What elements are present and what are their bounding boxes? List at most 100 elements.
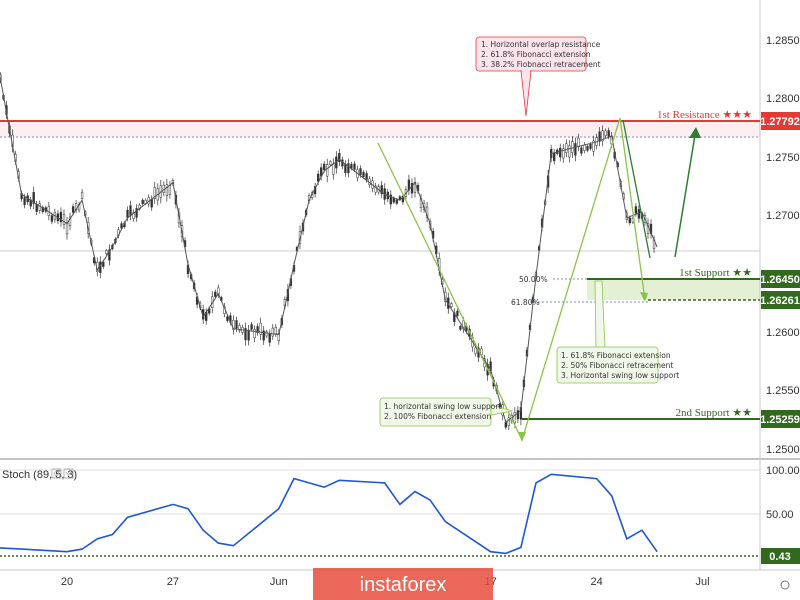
candle-body <box>168 185 172 195</box>
y-tick-label: 1.27000 <box>766 210 800 222</box>
candle-body <box>120 223 123 229</box>
price-tag-support1: 1.26450 <box>760 270 800 288</box>
price-tag-support2: 1.25259 <box>760 410 800 428</box>
candle-body <box>317 173 320 182</box>
x-tick-label: Jun <box>270 576 288 588</box>
settings-icon-box <box>51 468 62 479</box>
candle-body <box>583 144 586 151</box>
candle-body <box>601 130 604 142</box>
candle-body <box>392 197 395 203</box>
candle-body <box>326 164 329 177</box>
candle-body <box>329 161 332 165</box>
candle-body <box>105 250 108 254</box>
price-tag-value: 1.26261 <box>760 295 800 307</box>
annotation-line: 1. 61.8% Fibonacci extension <box>561 351 671 360</box>
settings-icon-dot <box>54 471 59 476</box>
candle-body <box>365 173 368 180</box>
annotation-line: 2. 61.8% Fibonacci extension <box>481 50 591 59</box>
main-pane-background <box>0 0 760 458</box>
x-tick-label: 20 <box>61 576 73 588</box>
stoch-legend: Stoch (89, 5, 3) <box>2 469 77 481</box>
price-tag-box <box>761 410 800 428</box>
candle-body <box>208 308 211 314</box>
candle-body <box>238 325 241 331</box>
candle-body <box>353 163 356 170</box>
annotation-line: 2. 50% Fibonacci retracement <box>561 361 673 370</box>
candle-body <box>571 141 574 153</box>
annotation-line: 3. Horizontal swing low support <box>561 371 679 380</box>
timezone-icon[interactable] <box>780 580 790 590</box>
candle-body <box>259 322 262 335</box>
price-tag-value: 1.27792 <box>760 116 800 128</box>
candle-body <box>344 164 347 173</box>
candle-body <box>102 261 105 267</box>
candle-body <box>108 249 111 261</box>
annotation-support1: 1. 61.8% Fibonacci extension 2. 50% Fibo… <box>556 280 679 384</box>
chevron-icon-box <box>63 468 74 479</box>
candle-body <box>559 147 562 158</box>
candle-body <box>462 320 465 330</box>
candle-body <box>62 214 66 225</box>
candle-body <box>338 152 341 162</box>
watermark: instaforex <box>313 568 493 600</box>
candle-body <box>253 329 256 339</box>
candle-body <box>474 347 477 354</box>
chevron-icon[interactable] <box>63 468 74 479</box>
annotation-support2: 1. horizontal swing low support 2. 100% … <box>379 397 513 427</box>
annotation-line: 1. horizontal swing low support <box>384 402 501 411</box>
candle-body <box>592 140 595 152</box>
candle-body <box>150 199 153 208</box>
candle-body <box>165 184 169 197</box>
settings-icon[interactable] <box>51 468 62 479</box>
candle-body <box>577 137 580 148</box>
y-tick-label: 1.25500 <box>766 385 800 397</box>
candle-body <box>271 327 274 337</box>
candle-body <box>450 303 453 307</box>
candle-body <box>256 326 259 333</box>
candle-body <box>129 205 132 216</box>
candle-body <box>607 130 610 137</box>
candle-body <box>459 326 462 330</box>
candle-body <box>59 211 63 223</box>
candle-body <box>359 168 362 175</box>
fib-leg-up <box>521 117 621 441</box>
projection-arrow-head <box>689 127 701 138</box>
candle-body <box>380 185 383 195</box>
projection-line-down <box>622 119 651 259</box>
y-tick-label: 1.26000 <box>766 327 800 339</box>
candle-body <box>589 144 592 149</box>
candle-body <box>568 145 571 158</box>
annotation-line: 2. 100% Fibonacci extension <box>384 412 491 421</box>
candle-body <box>574 143 577 156</box>
resistance-label: 1st Resistance ★★★ <box>657 109 752 121</box>
candle-body <box>214 291 217 297</box>
candle-body <box>598 131 601 142</box>
support-zone <box>587 279 760 300</box>
candle-body <box>350 163 353 169</box>
chevron-icon-mark <box>65 471 72 476</box>
candle-body <box>395 199 398 204</box>
candle-body <box>504 422 507 428</box>
price-tag-box <box>761 270 800 288</box>
candle-body <box>565 143 568 153</box>
candle-body <box>71 206 75 213</box>
candle-body <box>456 310 459 316</box>
candle-body <box>235 320 238 329</box>
resistance-zone <box>0 121 760 137</box>
candle-body <box>50 215 54 222</box>
fib-leg-down <box>377 142 523 441</box>
annotation-line: 1. Horizontal overlap resistance <box>481 40 601 49</box>
fib-arrow-1 <box>518 432 526 442</box>
candle-body <box>274 326 277 334</box>
annotation-resistance: 1. Horizontal overlap resistance 2. 61.8… <box>475 36 601 117</box>
candle-body <box>126 209 129 218</box>
candle-body <box>32 192 35 204</box>
y-tick-label: 1.25000 <box>766 444 800 456</box>
price-tag-box <box>761 112 800 130</box>
candle-body <box>226 316 229 321</box>
candle-body <box>637 209 641 219</box>
annotation-pointer <box>490 404 513 416</box>
stoch-value-text: 0.43 <box>769 551 790 563</box>
candle-body <box>41 207 44 212</box>
